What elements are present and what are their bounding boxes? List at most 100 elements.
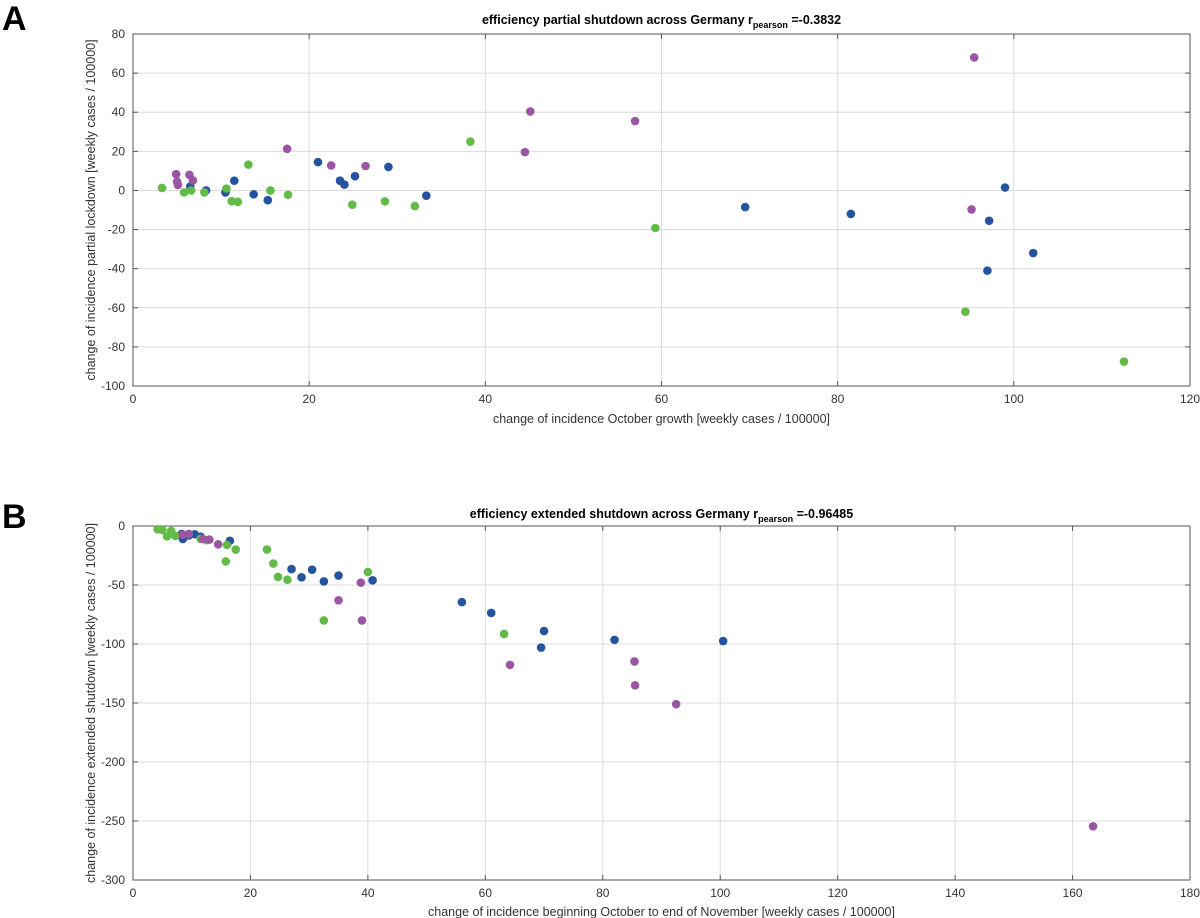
data-point: [368, 575, 377, 585]
data-point: [630, 681, 640, 690]
data-point: [200, 188, 209, 197]
x-tick-label: 20: [244, 886, 258, 900]
x-tick-label: 60: [479, 886, 493, 900]
data-point: [505, 660, 515, 670]
data-point: [233, 197, 243, 207]
data-point: [334, 571, 343, 580]
data-point: [983, 266, 992, 275]
data-point: [671, 699, 681, 709]
data-point: [326, 161, 336, 170]
data-point: [651, 223, 660, 233]
y-tick-label: -20: [108, 223, 126, 237]
data-point: [184, 529, 194, 539]
data-point: [263, 195, 273, 205]
y-tick-label: 0: [118, 183, 125, 197]
data-point: [384, 162, 393, 172]
series-1: [153, 525, 509, 639]
x-tick-label: 40: [361, 886, 375, 900]
y-tick-label: -80: [108, 340, 126, 354]
data-point: [313, 157, 323, 167]
chart-title-subscript: pearson: [758, 514, 793, 524]
x-axis-label: change of incidence October growth [week…: [493, 412, 830, 426]
data-point: [170, 531, 180, 541]
y-axis-label: change of incidence extended shutdown [w…: [84, 523, 98, 883]
data-point: [967, 205, 976, 214]
data-point: [179, 188, 189, 197]
y-tick-label: -200: [101, 755, 125, 769]
x-tick-label: 20: [302, 392, 316, 406]
y-tick-label: 0: [118, 519, 125, 533]
x-tick-label: 120: [1180, 392, 1200, 406]
y-tick-label: -40: [108, 262, 126, 276]
data-point: [350, 171, 360, 181]
data-point: [266, 186, 275, 195]
data-point: [297, 573, 306, 582]
data-point: [283, 190, 293, 200]
data-point: [457, 597, 467, 607]
x-tick-label: 80: [596, 886, 610, 900]
x-tick-label: 180: [1180, 886, 1200, 900]
data-point: [361, 161, 370, 171]
data-point: [466, 137, 475, 146]
data-point: [1000, 183, 1010, 192]
grid: [133, 526, 1190, 880]
data-point: [486, 608, 496, 618]
data-point: [969, 53, 979, 62]
x-tick-label: 0: [130, 392, 137, 406]
x-tick-label: 120: [828, 886, 848, 900]
y-tick-label: -100: [101, 637, 125, 651]
y-tick-label: 20: [112, 144, 126, 158]
data-point: [269, 559, 278, 568]
data-point: [319, 616, 329, 625]
data-point: [718, 636, 728, 646]
data-point: [740, 202, 750, 212]
series-2: [178, 529, 1098, 831]
x-tick-label: 100: [1004, 392, 1024, 406]
x-tick-label: 140: [945, 886, 965, 900]
data-point: [348, 200, 357, 210]
data-point: [363, 567, 373, 577]
chart-title: efficiency extended shutdown across Germ…: [470, 507, 853, 524]
data-point: [262, 545, 272, 554]
x-tick-label: 40: [479, 392, 493, 406]
chart-panel-a: A 0 20 40 60 80 100 120 -100 -80 -60 -40 -20 0 20 40 60 8…: [2, 0, 1200, 426]
data-point: [499, 629, 509, 639]
data-point: [846, 209, 856, 219]
data-point: [287, 564, 296, 574]
data-point: [610, 635, 619, 645]
x-tick-label: 0: [130, 886, 137, 900]
y-tick-label: -250: [101, 814, 125, 828]
series-0: [185, 157, 1038, 275]
data-point: [283, 575, 292, 584]
data-point: [249, 190, 258, 199]
x-tick-label: 80: [831, 392, 845, 406]
data-point: [1028, 248, 1038, 258]
data-point: [380, 197, 390, 206]
data-point: [244, 160, 253, 169]
panel-letter: B: [2, 498, 27, 536]
series-1: [157, 137, 1129, 366]
data-point: [173, 180, 183, 190]
data-point: [186, 186, 196, 195]
data-point: [222, 540, 232, 550]
data-point: [221, 557, 231, 566]
data-point: [205, 535, 214, 544]
y-tick-label: 40: [112, 105, 126, 119]
data-point: [525, 107, 535, 116]
series-0: [177, 529, 728, 652]
chart-panel-b: B 0 20 40 60 80 100 120 140 160 180 -300 -250 -200 -15…: [2, 498, 1200, 918]
x-tick-label: 60: [655, 392, 669, 406]
y-tick-label: -150: [101, 696, 125, 710]
panel-letter: A: [2, 0, 27, 38]
data-point: [307, 565, 317, 574]
data-point: [356, 578, 366, 587]
y-axis-label: change of incidence partial lockdown [we…: [84, 39, 98, 380]
data-point: [334, 596, 343, 605]
y-tick-label: 60: [112, 66, 126, 80]
data-point: [198, 534, 208, 544]
data-point: [410, 201, 420, 211]
chart-title-main: efficiency extended shutdown across Germ…: [470, 507, 758, 521]
data-point: [1088, 822, 1098, 831]
series-2: [171, 53, 979, 214]
